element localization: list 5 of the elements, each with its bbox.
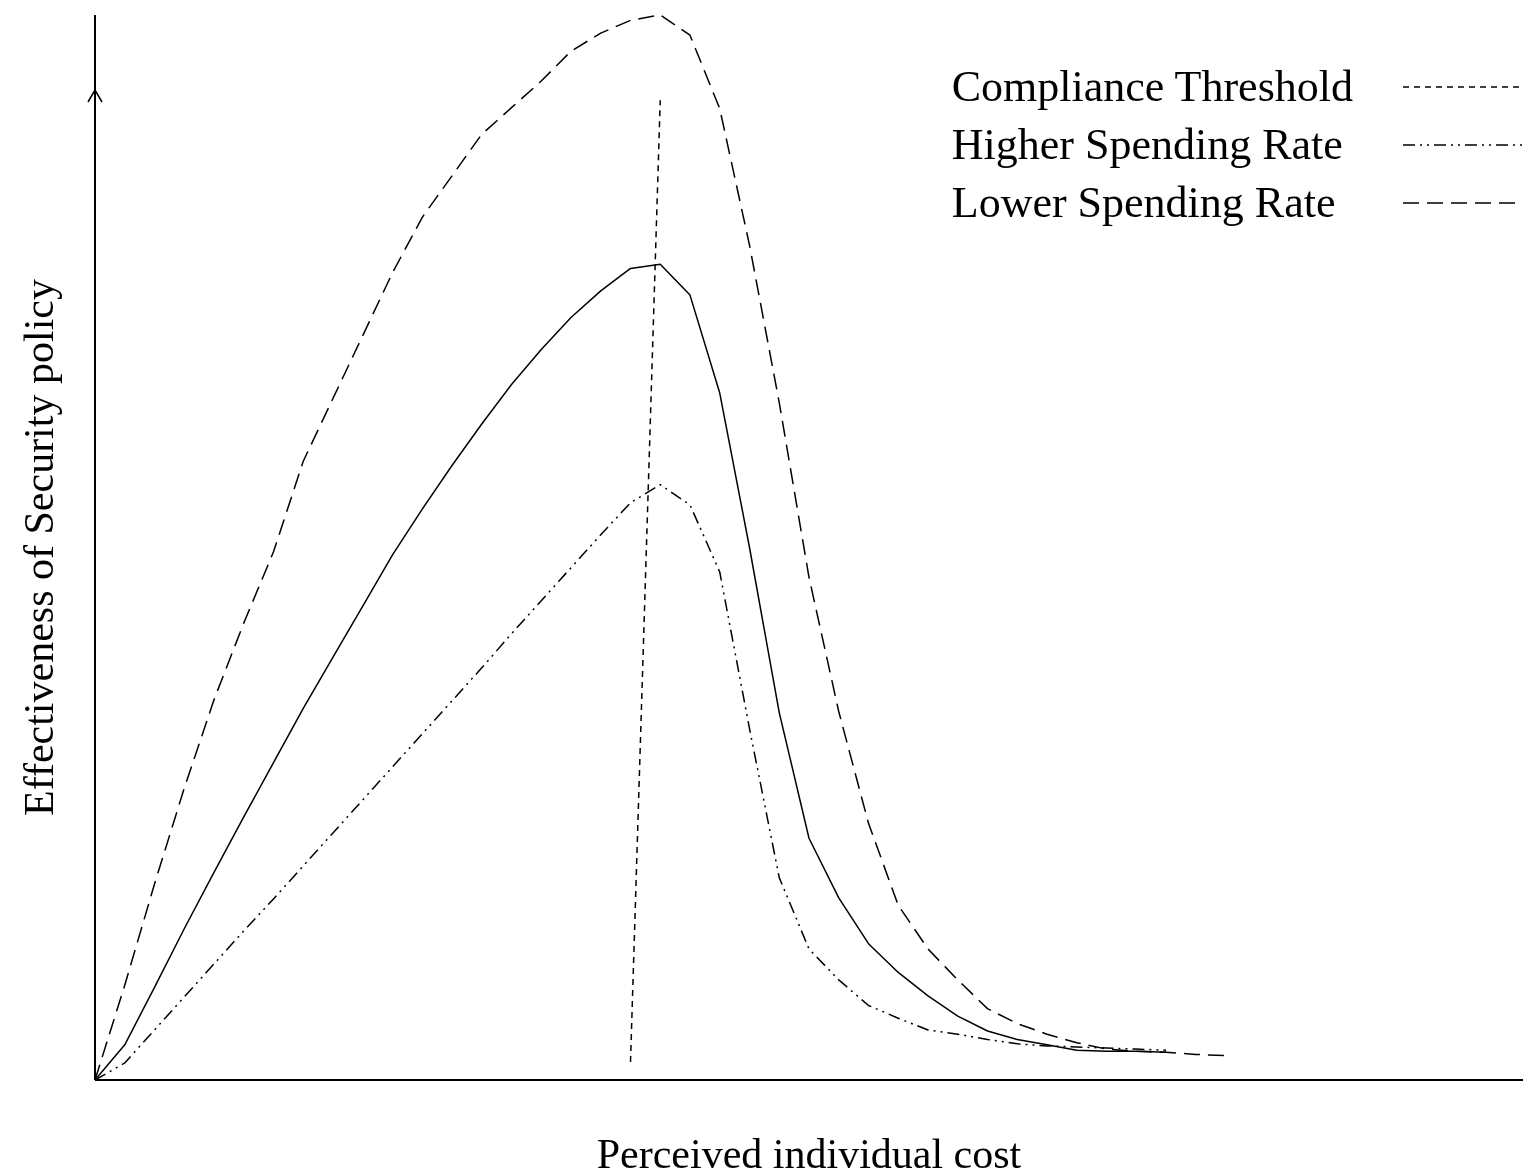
- legend-label: Higher Spending Rate: [951, 119, 1344, 171]
- legend-label: Lower Spending Rate: [951, 177, 1337, 229]
- legend-label: Compliance Threshold: [951, 61, 1353, 113]
- x-axis-title: Perceived individual cost: [596, 1131, 1022, 1172]
- y-axis-title: Effectiveness of Security policy: [15, 279, 62, 816]
